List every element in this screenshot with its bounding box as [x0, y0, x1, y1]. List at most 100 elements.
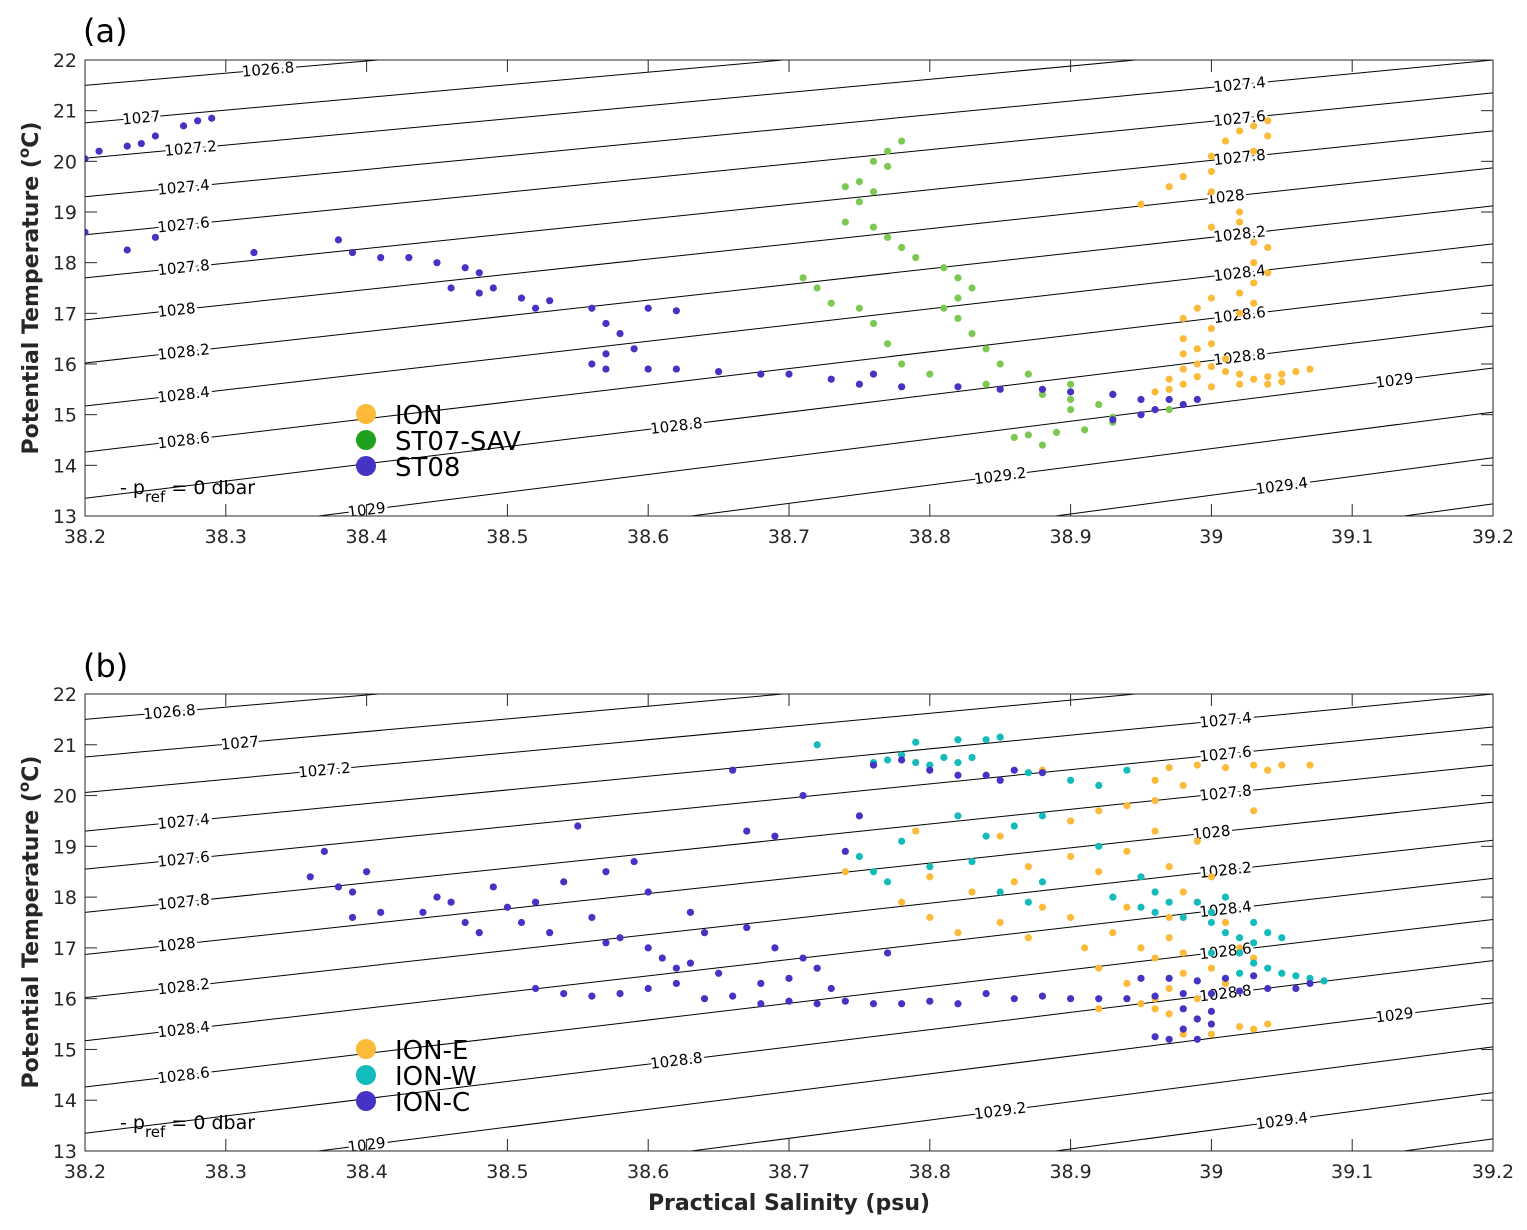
- data-point: [672, 964, 680, 972]
- y-tick-label: 19: [53, 202, 77, 224]
- data-point: [588, 304, 596, 312]
- data-point: [1067, 406, 1075, 414]
- data-point: [940, 753, 948, 762]
- pref-prefix: - p: [120, 1112, 145, 1134]
- data-point: [785, 370, 793, 378]
- data-point: [1221, 974, 1230, 982]
- data-point: [757, 1000, 765, 1008]
- data-point: [1179, 350, 1187, 358]
- data-point: [1207, 152, 1215, 160]
- data-point: [1193, 345, 1201, 353]
- data-point: [1137, 974, 1145, 982]
- isopycnal-line: [85, 694, 1136, 794]
- pref-prefix: - p: [120, 477, 145, 499]
- data-point: [883, 949, 892, 957]
- data-point: [644, 984, 652, 993]
- data-point: [1109, 416, 1117, 424]
- data-point: [644, 888, 652, 896]
- data-point: [926, 761, 934, 769]
- data-point: [1123, 903, 1131, 911]
- data-point: [1207, 223, 1215, 231]
- data-point: [982, 345, 990, 353]
- x-tick-label: 38.4: [345, 526, 387, 548]
- isopycnal-line: [85, 694, 1493, 832]
- data-point: [1038, 441, 1047, 449]
- data-point: [1151, 908, 1159, 916]
- data-point: [1165, 395, 1173, 404]
- data-point: [85, 155, 89, 163]
- data-point: [517, 918, 526, 927]
- data-point: [1250, 279, 1258, 287]
- legend-marker: [356, 456, 376, 476]
- data-point: [686, 908, 695, 916]
- data-point: [1264, 929, 1272, 937]
- data-point: [1123, 995, 1131, 1003]
- data-point: [137, 140, 145, 148]
- data-point: [743, 827, 751, 835]
- legend-marker: [356, 1091, 376, 1111]
- data-point: [1024, 431, 1032, 439]
- y-axis-label-b: Potential Temperature (oC): [15, 756, 44, 1089]
- data-point: [1165, 375, 1173, 383]
- data-point: [560, 989, 568, 998]
- data-point: [898, 137, 906, 145]
- data-point: [1278, 934, 1286, 942]
- data-point: [377, 254, 385, 262]
- data-point: [1179, 335, 1187, 343]
- data-point: [1250, 761, 1258, 769]
- y-tick-label: 13: [53, 1141, 77, 1163]
- data-point: [1306, 974, 1314, 982]
- data-point: [1095, 400, 1103, 409]
- data-point: [1067, 852, 1075, 861]
- data-point: [1193, 395, 1201, 404]
- data-point: [954, 771, 962, 779]
- data-point: [954, 758, 962, 767]
- data-point: [1250, 122, 1258, 130]
- data-point: [1038, 769, 1047, 777]
- data-point: [954, 929, 962, 937]
- isopycnal-line: [1055, 457, 1493, 516]
- data-point: [1095, 995, 1103, 1003]
- data-point: [1207, 1020, 1215, 1028]
- data-point: [1207, 908, 1215, 916]
- isopycnal-lines: [85, 60, 1493, 516]
- data-point: [250, 248, 258, 257]
- data-point: [419, 908, 427, 916]
- y-tick-label: 20: [53, 786, 77, 808]
- data-point: [1193, 360, 1201, 368]
- data-point: [968, 284, 976, 292]
- data-point: [996, 776, 1004, 784]
- data-point: [1235, 289, 1244, 297]
- data-point: [1179, 781, 1187, 790]
- data-point: [574, 822, 582, 830]
- data-point: [1250, 939, 1258, 947]
- data-point: [517, 294, 526, 302]
- data-point: [1179, 314, 1187, 322]
- isopycnal-line: [85, 60, 379, 86]
- x-tick-label: 38.6: [627, 526, 669, 548]
- data-point: [813, 284, 821, 292]
- data-point: [644, 944, 652, 952]
- data-point: [1235, 208, 1244, 216]
- data-point: [1193, 373, 1201, 381]
- data-point: [489, 883, 497, 891]
- x-tick-label: 39.2: [1472, 1161, 1514, 1183]
- data-point: [672, 307, 680, 315]
- ylabel-superscript: o: [15, 148, 33, 158]
- data-point: [1221, 979, 1230, 988]
- data-point: [1235, 944, 1244, 952]
- data-point: [869, 761, 878, 769]
- data-point: [1278, 370, 1286, 378]
- data-point: [912, 254, 920, 262]
- legend-label: ION-W: [395, 1062, 477, 1092]
- data-point: [926, 913, 934, 922]
- legend-marker: [356, 430, 376, 450]
- isopycnal-label: 1027: [220, 732, 260, 753]
- data-point: [1250, 147, 1258, 155]
- data-point: [1067, 380, 1075, 388]
- data-point: [1109, 929, 1117, 937]
- data-point: [841, 218, 849, 226]
- data-point: [700, 929, 709, 937]
- isopycnal-line: [318, 367, 1493, 516]
